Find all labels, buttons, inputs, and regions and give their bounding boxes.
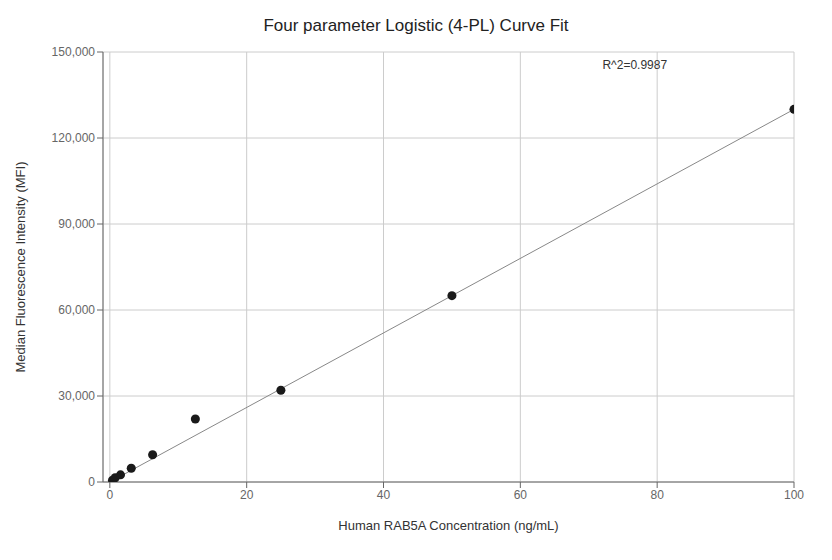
svg-text:150,000: 150,000 — [52, 45, 96, 59]
svg-text:60: 60 — [514, 488, 528, 502]
svg-text:120,000: 120,000 — [52, 131, 96, 145]
svg-text:0: 0 — [88, 475, 95, 489]
html-text:Four parameter Logistic (4-PL): Four parameter Logistic (4-PL) Curve Fit — [263, 16, 569, 35]
svg-text:Human RAB5A Concentration (ng/: Human RAB5A Concentration (ng/mL) — [338, 518, 558, 533]
svg-text:80: 80 — [650, 488, 664, 502]
svg-text:30,000: 30,000 — [58, 389, 95, 403]
svg-text:100: 100 — [784, 488, 804, 502]
svg-text:20: 20 — [240, 488, 254, 502]
svg-text:0: 0 — [106, 488, 113, 502]
svg-text:R^2=0.9987: R^2=0.9987 — [602, 58, 667, 72]
svg-text:90,000: 90,000 — [58, 217, 95, 231]
svg-text:40: 40 — [377, 488, 391, 502]
svg-text:60,000: 60,000 — [58, 303, 95, 317]
svg-text:Median Fluorescence Intensity: Median Fluorescence Intensity (MFI) — [13, 162, 28, 373]
